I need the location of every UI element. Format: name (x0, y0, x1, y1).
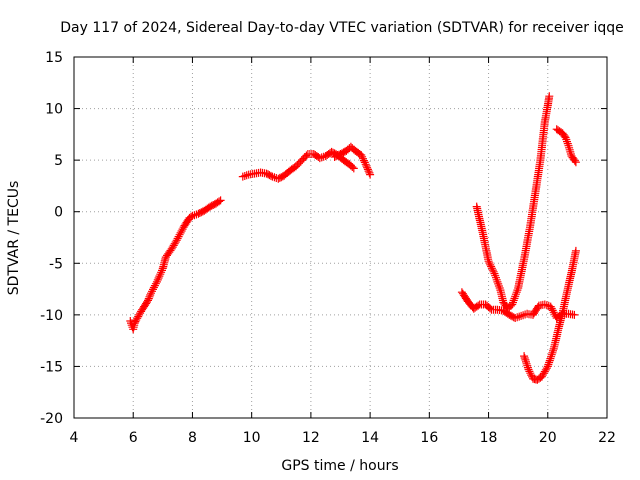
y-tick-label: 15 (45, 50, 63, 66)
x-axis-title: GPS time / hours (281, 458, 398, 474)
series-arc-1 (126, 196, 225, 334)
y-tick-label: -20 (40, 411, 63, 427)
series-arc-7 (520, 246, 580, 384)
plot-frame (73, 56, 608, 419)
series-arc-3 (330, 142, 375, 179)
y-tick-label: -5 (49, 256, 63, 272)
x-tick-label: 16 (420, 430, 438, 446)
y-tick-label: 5 (54, 153, 63, 169)
x-tick-label: 4 (70, 430, 79, 446)
grid-lines (74, 57, 607, 418)
y-tick-label: -15 (40, 359, 63, 375)
series-arc-5 (472, 92, 554, 313)
series-arc-6 (552, 125, 580, 167)
x-tick-label: 18 (480, 430, 498, 446)
x-tick-label: 14 (361, 430, 379, 446)
y-tick-label: -10 (40, 308, 63, 324)
x-tick-label: 8 (188, 430, 197, 446)
data-series (126, 92, 580, 384)
axis-ticks: 4 6 8 10 12 14 16 18 20 22 -20 -15 -10 -5 0 5 10 15 (40, 50, 616, 446)
y-tick-label: 10 (45, 102, 63, 118)
series-arc-4 (457, 288, 579, 322)
x-tick-label: 20 (539, 430, 557, 446)
y-tick-label: 0 (54, 205, 63, 221)
x-tick-label: 12 (302, 430, 320, 446)
x-tick-label: 10 (243, 430, 261, 446)
y-axis-title: SDTVAR / TECUs (6, 181, 22, 296)
series-arc-2 (238, 147, 358, 183)
chart-title: Day 117 of 2024, Sidereal Day-to-day VTE… (60, 20, 624, 36)
x-tick-label: 22 (598, 430, 616, 446)
x-tick-label: 6 (129, 430, 138, 446)
